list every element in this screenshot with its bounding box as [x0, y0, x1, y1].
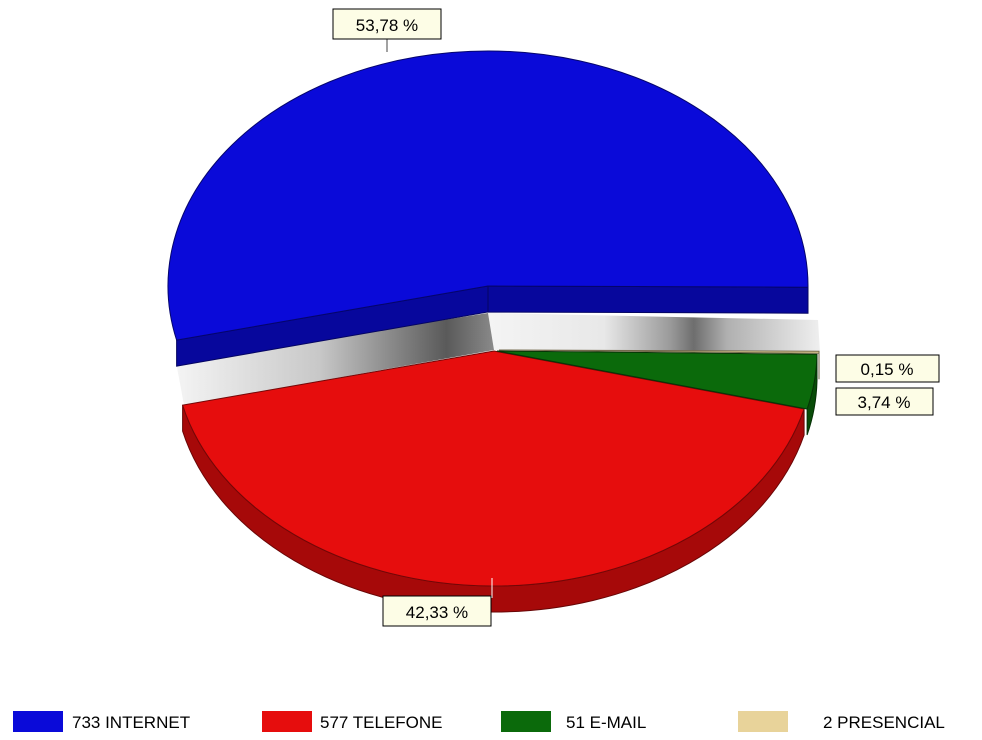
label-box — [332, 8, 442, 40]
pie-slice-internet — [167, 50, 809, 367]
legend-item-email: 51 E-MAIL — [501, 711, 646, 732]
legend-swatch — [738, 711, 788, 732]
data-label-presencial: 0,15 % — [835, 354, 940, 383]
legend: 733 INTERNET 577 TELEFONE 51 E-MAIL 2 PR… — [13, 711, 945, 732]
legend-swatch — [501, 711, 551, 732]
legend-label: 733 INTERNET — [72, 713, 190, 732]
slice-top — [498, 349, 820, 354]
legend-item-telefone: 577 TELEFONE — [262, 711, 443, 732]
gap-right — [488, 313, 820, 353]
slice-top — [496, 350, 818, 410]
slice-top — [167, 50, 809, 341]
pie-slice-telefone — [181, 350, 805, 613]
legend-item-presencial: 2 PRESENCIAL — [738, 711, 945, 732]
legend-swatch — [262, 711, 312, 732]
percent-label: 3,74 % — [858, 393, 911, 412]
legend-swatch — [13, 711, 63, 732]
legend-item-internet: 733 INTERNET — [13, 711, 190, 732]
slice-top — [181, 350, 805, 587]
gap-left — [176, 313, 494, 405]
pie-slice-email — [496, 350, 818, 436]
label-box — [382, 595, 492, 627]
percent-label: 42,33 % — [406, 603, 468, 622]
data-label-internet: 53,78 % — [332, 8, 442, 52]
pie-slice-presencial — [498, 349, 820, 380]
label-box — [835, 354, 940, 383]
label-box — [835, 387, 934, 416]
legend-label: 51 E-MAIL — [566, 713, 646, 732]
percent-label: 53,78 % — [356, 16, 418, 35]
data-label-email: 3,74 % — [835, 387, 934, 416]
slice-gap-shading — [176, 313, 820, 405]
percent-label: 0,15 % — [861, 360, 914, 379]
legend-label: 2 PRESENCIAL — [823, 713, 945, 732]
data-label-telefone: 42,33 % — [382, 578, 493, 627]
legend-label: 577 TELEFONE — [320, 713, 443, 732]
